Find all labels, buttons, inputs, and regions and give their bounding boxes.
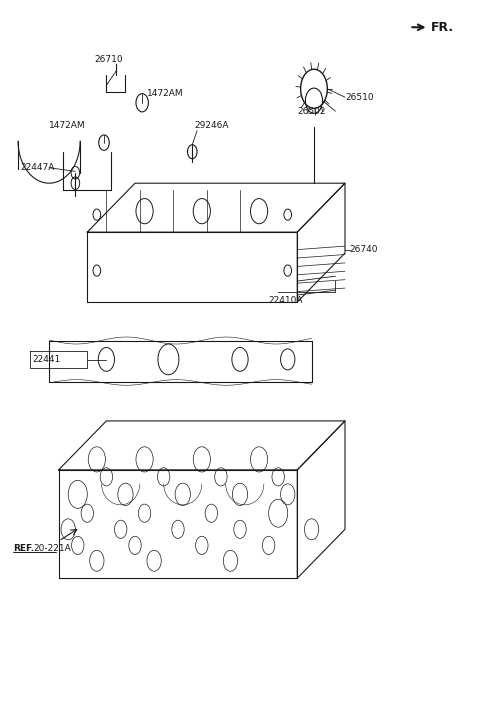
Text: 26710: 26710 [95,55,123,64]
Text: 1472AM: 1472AM [147,89,183,98]
Text: 22441: 22441 [33,355,60,364]
Text: 22410A: 22410A [269,296,303,305]
Text: 20-221A: 20-221A [34,543,72,552]
Text: 29246A: 29246A [195,121,229,131]
Text: FR.: FR. [431,21,454,34]
Text: 1472AM: 1472AM [49,121,86,130]
Text: 26740: 26740 [350,245,378,254]
Text: 22447A: 22447A [21,164,55,172]
Text: 26510: 26510 [345,93,373,102]
Text: REF.: REF. [13,543,35,552]
Text: 26502: 26502 [297,107,326,116]
